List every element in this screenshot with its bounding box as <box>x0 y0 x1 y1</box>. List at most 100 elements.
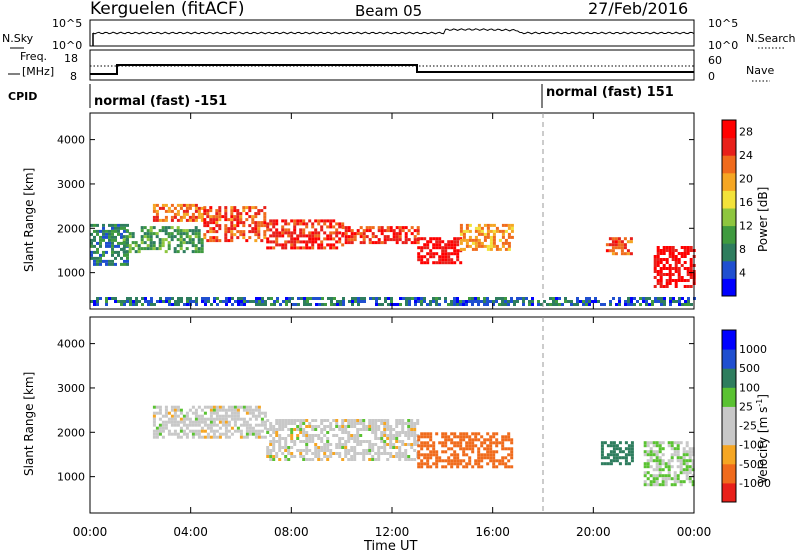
power-cell <box>240 300 243 303</box>
power-cell <box>200 247 204 251</box>
power-cell <box>275 231 279 235</box>
velocity-colorbar-frame <box>721 329 737 503</box>
power-cell <box>507 300 510 303</box>
power-cell <box>186 300 189 303</box>
velocity-cell <box>374 422 378 425</box>
power-cell <box>188 229 192 233</box>
power-cell <box>215 215 219 219</box>
power-cell <box>378 297 381 300</box>
power-cell <box>579 300 582 303</box>
power-cell <box>444 252 448 256</box>
power-cell <box>155 218 159 222</box>
power-cell <box>242 233 246 237</box>
power-cell <box>447 243 451 247</box>
power-colorbar-tick: 20 <box>739 173 753 186</box>
power-cell <box>459 226 463 230</box>
power-cell <box>176 203 180 207</box>
velocity-cell <box>233 408 237 412</box>
velocity-cell <box>609 459 613 463</box>
power-cell <box>293 225 297 229</box>
power-cell <box>447 240 451 244</box>
velocity-cell <box>323 425 327 428</box>
power-cell <box>158 206 162 210</box>
velocity-cell <box>658 471 662 475</box>
velocity-cell <box>224 408 228 412</box>
velocity-cell <box>386 452 390 455</box>
velocity-cell <box>254 414 258 418</box>
velocity-cell <box>362 452 366 455</box>
velocity-cell <box>453 456 457 460</box>
velocity-cell <box>652 468 656 472</box>
power-cell <box>108 235 111 239</box>
power-cell <box>191 218 195 222</box>
power-cell <box>293 228 297 232</box>
velocity-cell <box>679 462 683 466</box>
velocity-cell <box>492 441 496 445</box>
power-cell <box>96 223 99 227</box>
power-cell <box>435 300 438 303</box>
velocity-cell <box>450 462 454 466</box>
power-cell <box>273 300 276 303</box>
power-cell <box>209 206 213 210</box>
power-cell <box>471 297 474 300</box>
power-cell <box>257 227 261 231</box>
velocity-cell <box>152 411 156 415</box>
velocity-cell <box>185 432 189 436</box>
velocity-cell <box>254 423 258 427</box>
velocity-cell <box>468 438 472 442</box>
power-cell <box>477 300 480 303</box>
velocity-cell <box>510 441 514 445</box>
power-cell <box>150 303 153 306</box>
power-cell <box>620 252 624 256</box>
power-cell <box>611 243 615 247</box>
velocity-cell <box>323 449 327 452</box>
cpid-segment-2: normal (fast) 151 <box>546 85 674 100</box>
velocity-cell <box>465 462 469 466</box>
velocity-cell <box>326 419 330 422</box>
velocity-cell <box>206 417 210 421</box>
power-cell <box>234 300 237 303</box>
velocity-cell <box>350 458 354 461</box>
power-cell <box>108 238 111 242</box>
velocity-cell <box>600 441 604 445</box>
power-cell <box>456 240 460 244</box>
velocity-cell <box>323 419 327 422</box>
power-cell <box>375 300 378 303</box>
power-cell <box>332 219 336 223</box>
power-cell <box>141 297 144 300</box>
velocity-cell <box>332 434 336 437</box>
velocity-cell <box>203 435 207 439</box>
power-cell <box>659 285 663 288</box>
velocity-cell <box>224 411 228 415</box>
nsky-series <box>92 28 695 46</box>
velocity-cell <box>510 447 514 451</box>
power-cell <box>674 261 678 264</box>
power-cell <box>275 222 279 226</box>
power-cell <box>453 237 457 241</box>
velocity-cell <box>661 474 665 478</box>
power-cell <box>501 232 505 236</box>
velocity-cell <box>242 408 246 412</box>
power-cell <box>197 212 201 216</box>
velocity-cell <box>685 444 689 448</box>
velocity-cell <box>152 429 156 433</box>
power-cell <box>284 243 288 247</box>
power-cell <box>411 297 414 300</box>
power-cell <box>344 232 348 236</box>
power-cell <box>260 239 264 243</box>
velocity-cell <box>239 405 243 409</box>
power-cell <box>501 303 504 306</box>
velocity-cell <box>417 435 421 439</box>
velocity-cell <box>299 419 303 422</box>
velocity-cell <box>673 480 677 484</box>
velocity-cell <box>441 435 445 439</box>
power-cell <box>329 243 333 247</box>
velocity-cell <box>655 456 659 460</box>
velocity-cell <box>456 435 460 439</box>
velocity-cell <box>224 423 228 427</box>
power-cell <box>146 238 150 242</box>
power-cell <box>347 229 351 233</box>
velocity-cell <box>152 420 156 424</box>
velocity-cell <box>275 452 279 455</box>
power-cell <box>248 224 252 228</box>
